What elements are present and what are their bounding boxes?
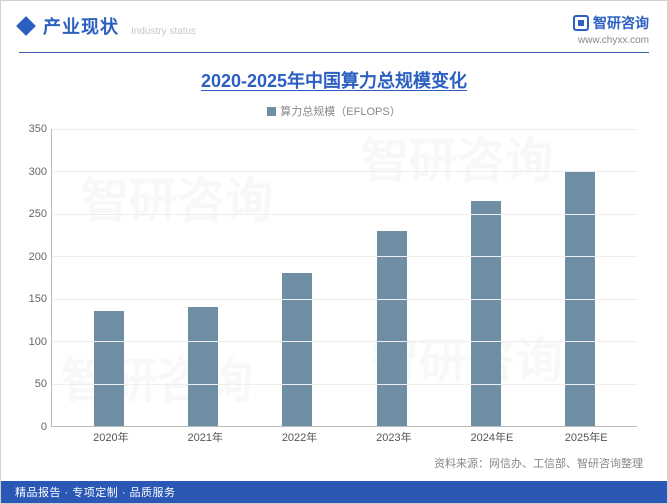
x-axis-labels: 2020年 2021年 2022年 2023年 2024年E 2025年E: [51, 429, 637, 449]
source-attribution: 资料来源：网信办、工信部、智研咨询整理: [1, 455, 643, 471]
header-title-en: Industry status: [131, 26, 196, 39]
header: 产业现状 Industry status 智研咨询 www.chyxx.com: [1, 1, 667, 50]
plot-area: [51, 129, 637, 427]
x-tick-label: 2021年: [187, 429, 217, 449]
x-tick-label: 2023年: [376, 429, 406, 449]
header-title-cn: 产业现状: [43, 13, 119, 39]
grid-line: [52, 341, 637, 342]
y-axis: 050100150200250300350: [17, 129, 47, 427]
brand-logo-icon: [573, 15, 589, 31]
grid-line: [52, 171, 637, 172]
brand: 智研咨询: [573, 13, 649, 33]
legend-swatch-icon: [267, 107, 276, 116]
grid-line: [52, 214, 637, 215]
grid-line: [52, 129, 637, 130]
chart-title: 2020-2025年中国算力总规模变化: [1, 67, 667, 93]
x-tick-label: 2024年E: [470, 429, 500, 449]
y-tick-label: 200: [17, 251, 47, 263]
brand-url: www.chyxx.com: [573, 35, 649, 46]
x-tick-label: 2022年: [282, 429, 312, 449]
footer-text: 精品报告 · 专项定制 · 品质服务: [15, 484, 176, 500]
y-tick-label: 0: [17, 421, 47, 433]
legend-label: 算力总规模（EFLOPS）: [280, 103, 400, 119]
grid-line: [52, 256, 637, 257]
grid-line: [52, 299, 637, 300]
footer-bar: 精品报告 · 专项定制 · 品质服务: [1, 481, 667, 503]
header-right: 智研咨询 www.chyxx.com: [573, 13, 649, 46]
x-tick-label: 2020年: [93, 429, 123, 449]
header-bullet-icon: [16, 16, 36, 36]
chart-legend: 算力总规模（EFLOPS）: [1, 103, 667, 119]
y-tick-label: 100: [17, 336, 47, 348]
bar: [94, 311, 124, 426]
bars-container: [52, 129, 637, 426]
bar: [188, 307, 218, 426]
bar: [471, 201, 501, 426]
grid-line: [52, 384, 637, 385]
header-left: 产业现状 Industry status: [19, 13, 196, 39]
brand-name: 智研咨询: [593, 13, 649, 33]
y-tick-label: 300: [17, 166, 47, 178]
chart-area: 050100150200250300350 2020年2021年2022年202…: [51, 129, 637, 449]
y-tick-label: 250: [17, 208, 47, 220]
y-tick-label: 50: [17, 378, 47, 390]
header-rule: [19, 52, 649, 53]
bar: [377, 231, 407, 426]
x-tick-label: 2025年E: [565, 429, 595, 449]
bar: [282, 273, 312, 426]
y-tick-label: 350: [17, 123, 47, 135]
y-tick-label: 150: [17, 293, 47, 305]
